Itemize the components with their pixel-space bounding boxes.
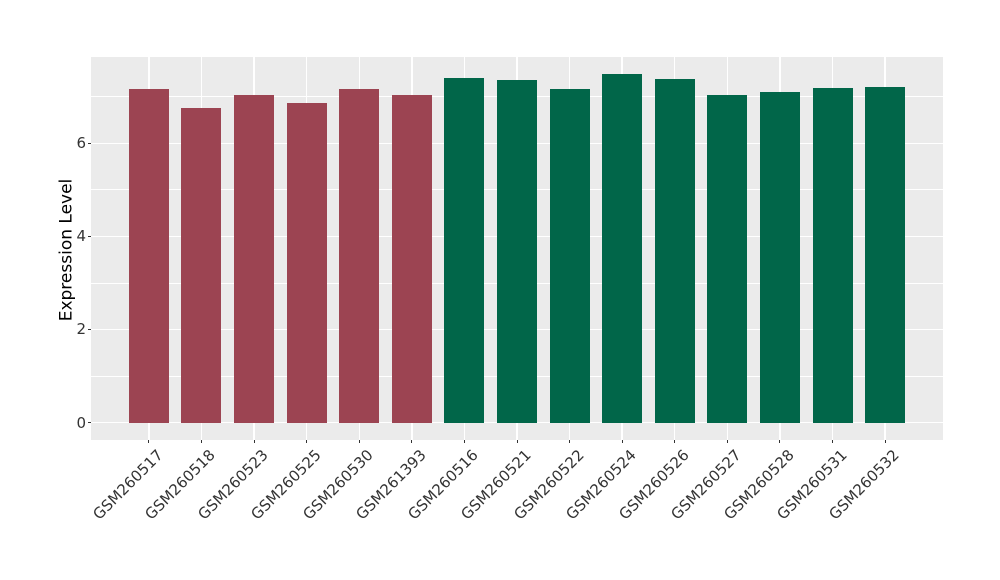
x-tick-mark (832, 440, 834, 443)
x-tick-mark (200, 440, 202, 443)
bar (602, 74, 643, 423)
x-tick-mark (569, 440, 571, 443)
x-tick-mark (884, 440, 886, 443)
plot-panel (91, 57, 943, 440)
y-tick-label: 4 (76, 227, 86, 246)
bar (391, 94, 432, 423)
bar (707, 94, 748, 423)
bar (128, 88, 169, 423)
x-tick-mark (411, 440, 413, 443)
y-axis-title: Expression Level (56, 178, 77, 322)
y-tick-mark (88, 142, 91, 144)
y-tick-mark (88, 235, 91, 237)
bar (865, 87, 906, 423)
y-tick-mark (88, 422, 91, 424)
x-tick-mark (726, 440, 728, 443)
x-tick-mark (306, 440, 308, 443)
y-tick-label: 2 (76, 320, 86, 339)
x-tick-mark (148, 440, 150, 443)
y-tick-label: 0 (76, 413, 86, 432)
bar (549, 88, 590, 423)
bar (181, 108, 222, 423)
x-tick-mark (779, 440, 781, 443)
bar (234, 94, 275, 423)
bar (444, 78, 485, 423)
x-tick-mark (674, 440, 676, 443)
bar (759, 92, 800, 423)
bar (812, 88, 853, 423)
x-tick-mark (253, 440, 255, 443)
bar (286, 102, 327, 423)
x-tick-mark (358, 440, 360, 443)
x-tick-mark (621, 440, 623, 443)
bar (654, 78, 695, 423)
y-tick-label: 6 (76, 134, 86, 153)
bar (339, 89, 380, 423)
bar (497, 80, 537, 423)
x-tick-label: GSM260532 (825, 446, 903, 524)
x-tick-mark (463, 440, 465, 443)
y-tick-mark (88, 328, 91, 330)
x-tick-mark (516, 440, 518, 443)
